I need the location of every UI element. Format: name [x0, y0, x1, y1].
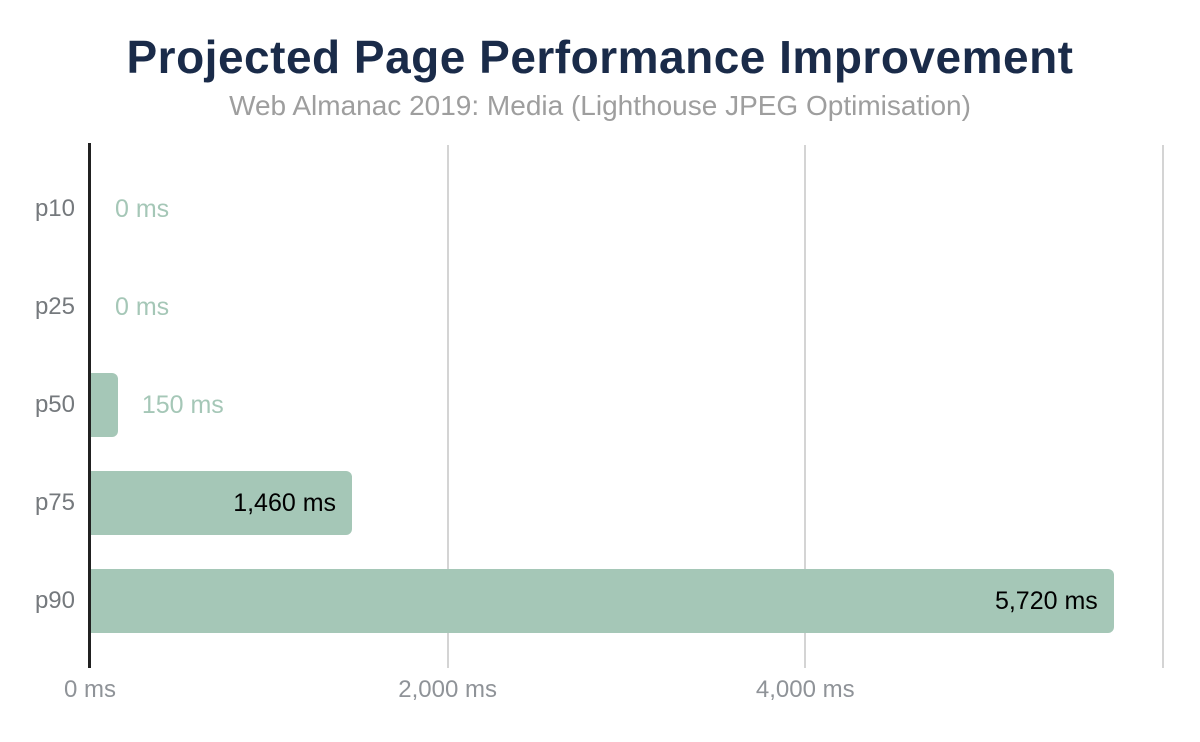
bar-row-p50: p50 150 ms	[0, 356, 1200, 454]
y-axis-label-p25: p25	[34, 293, 75, 320]
value-label-p90: 5,720 ms	[994, 587, 1098, 615]
bar-row-p90: p90 5,720 ms	[0, 552, 1200, 650]
y-axis-label-p10: p10	[34, 195, 75, 222]
bar-p75: 1,460 ms	[91, 471, 353, 535]
y-axis-line	[88, 143, 91, 668]
x-tick-label-2000ms: 2,000 ms	[398, 676, 497, 703]
value-label-p10: 0 ms	[115, 195, 170, 223]
value-label-p25: 0 ms	[115, 293, 170, 321]
value-label-p75: 1,460 ms	[233, 489, 337, 517]
bar-row-p25: p25 0 ms	[0, 258, 1200, 356]
y-axis-label-p90: p90	[34, 587, 75, 614]
x-axis-labels: 0 ms 2,000 ms 4,000 ms	[0, 668, 1200, 712]
chart-title: Projected Page Performance Improvement	[126, 31, 1074, 83]
gridline-2000ms	[446, 145, 449, 668]
gridline-4000ms	[804, 145, 807, 668]
chart-subtitle: Web Almanac 2019: Media (Lighthouse JPEG…	[229, 90, 971, 121]
value-label-p50: 150 ms	[141, 391, 224, 419]
bar-p50	[91, 373, 118, 437]
y-axis-label-p75: p75	[34, 489, 75, 516]
bar-chart-plot: p10 0 ms p25 0 ms p50 150 ms p75 1,460 ms p90 5,7…	[0, 143, 1200, 668]
gridline-6000ms	[1161, 145, 1164, 668]
x-tick-label-0ms: 0 ms	[63, 676, 117, 703]
bar-row-p75: p75 1,460 ms	[0, 454, 1200, 552]
bar-p90: 5,720 ms	[91, 569, 1114, 633]
y-axis-label-p50: p50	[34, 391, 75, 418]
x-tick-label-4000ms: 4,000 ms	[755, 676, 855, 703]
bar-row-p10: p10 0 ms	[0, 160, 1200, 258]
